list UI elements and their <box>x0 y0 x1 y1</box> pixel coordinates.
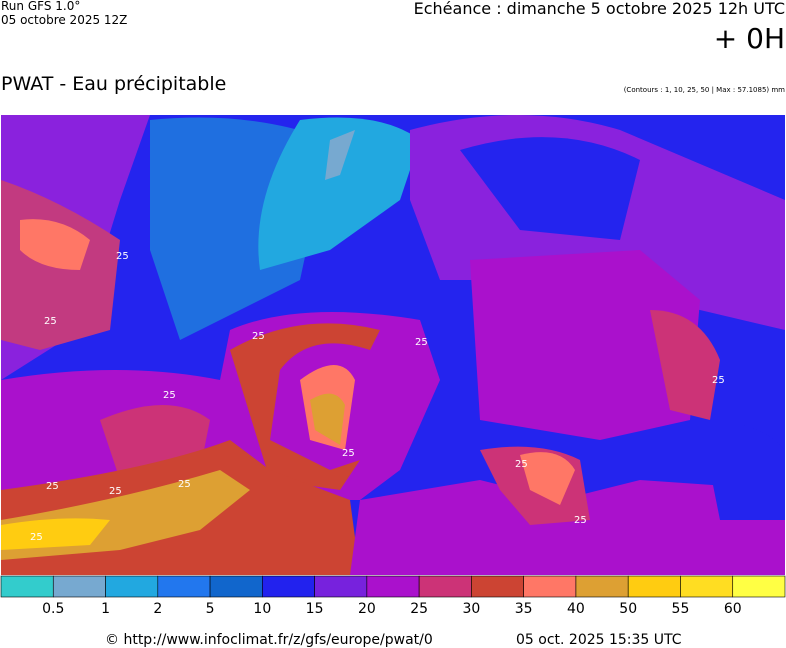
legend-label: 1 <box>101 601 110 617</box>
legend-swatch <box>627 575 681 598</box>
contour-label: 25 <box>163 390 176 401</box>
legend-swatch <box>209 575 263 598</box>
contour-label: 25 <box>178 479 191 490</box>
legend-label: 20 <box>358 601 376 617</box>
legend-label: 25 <box>410 601 428 617</box>
contour-label: 25 <box>109 486 122 497</box>
offset: + 0H <box>714 22 785 55</box>
contour-label: 25 <box>574 515 587 526</box>
map: 25 25 25 25 25 25 25 25 25 25 25 25 25 <box>1 115 785 575</box>
legend-label: 55 <box>672 601 690 617</box>
legend-swatch <box>366 575 420 598</box>
legend-swatch <box>471 575 524 598</box>
legend-swatch <box>575 575 629 598</box>
legend-swatch <box>523 575 577 598</box>
legend-swatch <box>732 575 786 598</box>
legend-swatch <box>418 575 472 598</box>
contour-label: 25 <box>515 459 528 470</box>
legend-label: 5 <box>206 601 215 617</box>
legend-swatch <box>105 575 159 598</box>
run: Run GFS 1.0° <box>1 0 80 13</box>
footer-date: 05 oct. 2025 15:35 UTC <box>516 632 682 648</box>
contour-label: 25 <box>30 532 43 543</box>
legend-swatch <box>0 575 54 598</box>
title: PWAT - Eau précipitable <box>1 73 226 95</box>
contour-label: 25 <box>415 337 428 348</box>
contour-label: 25 <box>46 481 59 492</box>
legend-swatch <box>262 575 315 598</box>
legend-label: 35 <box>515 601 533 617</box>
legend-label: 10 <box>253 601 271 617</box>
legend-swatch <box>314 575 368 598</box>
legend: 0.5 1 2 5 10 15 20 25 30 35 40 50 55 60 <box>0 575 786 617</box>
legend-swatch <box>680 575 734 598</box>
legend-label: 40 <box>567 601 585 617</box>
run-date: 05 octobre 2025 12Z <box>1 13 127 27</box>
contour-label: 25 <box>712 375 725 386</box>
contour-label: 25 <box>252 331 265 342</box>
footer-url: © http://www.infoclimat.fr/z/gfs/europe/… <box>105 632 433 648</box>
legend-label: 50 <box>619 601 637 617</box>
legend-label: 60 <box>724 601 742 617</box>
legend-label: 30 <box>462 601 480 617</box>
contour-label: 25 <box>342 448 355 459</box>
deadline: Echéance : dimanche 5 octobre 2025 12h U… <box>414 0 785 18</box>
contour-label: 25 <box>44 316 57 327</box>
contour-label: 25 <box>116 251 129 262</box>
legend-label: 2 <box>153 601 162 617</box>
legend-label: 0.5 <box>42 601 64 617</box>
contours-note: (Contours : 1, 10, 25, 50 | Max : 57.108… <box>624 86 785 94</box>
legend-swatch <box>52 575 106 598</box>
legend-swatch <box>157 575 211 598</box>
legend-label: 15 <box>306 601 324 617</box>
